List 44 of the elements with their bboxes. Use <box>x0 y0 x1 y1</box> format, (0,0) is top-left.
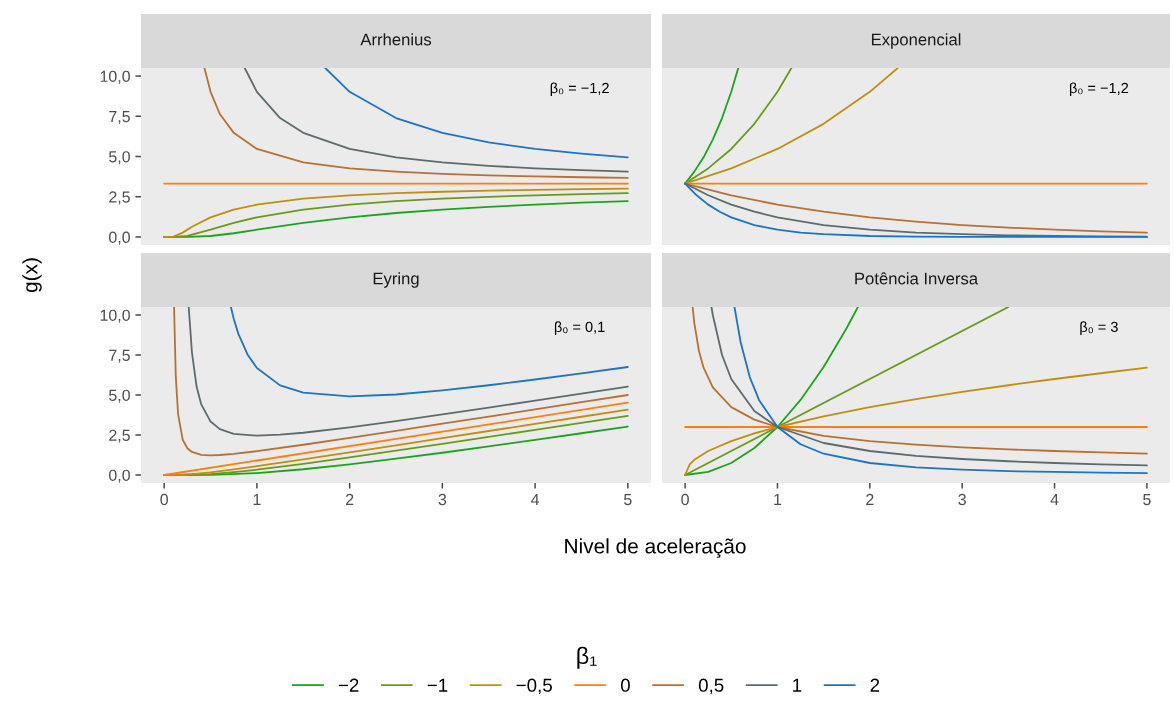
y-tick-label: 7,5 <box>109 349 130 363</box>
y-axis-title: g(x) <box>22 258 42 293</box>
y-tick-label: 7,5 <box>109 111 130 125</box>
chart-title: Arrhenius <box>360 33 432 46</box>
x-tick-label: 3 <box>438 493 447 506</box>
chart-title: Exponencial <box>871 33 961 49</box>
y-tick-label: 5,0 <box>109 151 130 165</box>
annotation: β₀ = 0,1 <box>554 321 605 335</box>
legend-label: −2 <box>338 678 359 692</box>
x-tick-label: 1 <box>774 494 782 505</box>
annotation: β₀ = −1,2 <box>1069 82 1129 97</box>
chart-title: Eyring <box>373 272 419 288</box>
legend-label: 0,5 <box>698 678 724 695</box>
y-tick-label: 10,0 <box>100 309 130 323</box>
x-axis-title: Nivel de aceleração <box>565 538 746 558</box>
x-tick-label: 0 <box>681 493 689 506</box>
y-tick-label: 0,0 <box>109 469 130 483</box>
annotation: β₀ = −1,2 <box>550 82 609 97</box>
x-tick-label: 4 <box>531 494 540 505</box>
legend-label: 1 <box>793 678 802 692</box>
y-tick-label: 5,0 <box>109 389 130 403</box>
x-tick-label: 3 <box>958 493 966 506</box>
line-series <box>173 307 629 457</box>
annotation: β₀ = 3 <box>1080 321 1118 335</box>
x-tick-label: 2 <box>866 493 874 505</box>
x-tick-label: 5 <box>1143 494 1151 506</box>
x-tick-label: 4 <box>1050 494 1059 505</box>
legend-label: −1 <box>427 678 448 692</box>
legend-label: 0 <box>620 678 630 692</box>
line-series <box>229 307 629 398</box>
line-series <box>187 307 629 437</box>
x-tick-label: 5 <box>624 494 632 506</box>
y-tick-label: 10,0 <box>100 70 130 84</box>
x-tick-label: 0 <box>160 493 168 506</box>
chart-title: Potência Inversa <box>855 272 979 285</box>
y-tick-label: 2,5 <box>109 429 130 443</box>
line-series <box>324 68 629 159</box>
x-tick-label: 2 <box>346 493 354 505</box>
x-tick-label: 1 <box>253 494 261 505</box>
legend-label: −0,5 <box>516 678 552 695</box>
legend-label: 2 <box>870 678 880 692</box>
y-tick-label: 0,0 <box>109 231 130 245</box>
legend-title: β₁ <box>577 646 597 669</box>
y-tick-label: 2,5 <box>109 191 130 205</box>
